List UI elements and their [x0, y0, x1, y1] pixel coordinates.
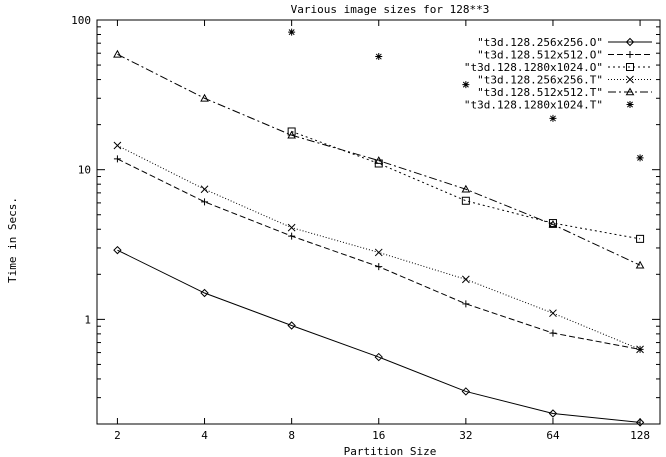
data-point	[462, 81, 470, 89]
data-point	[462, 300, 470, 308]
x-tick-label: 16	[372, 429, 385, 442]
data-point	[635, 418, 645, 427]
legend-label: "t3d.128.256x256.O"	[477, 36, 603, 49]
data-point	[200, 93, 209, 102]
legend-label: "t3d.128.256x256.T"	[477, 74, 603, 87]
data-point	[287, 321, 296, 330]
data-point	[375, 263, 383, 271]
data-point	[287, 223, 296, 232]
data-point	[635, 260, 645, 269]
series-line	[291, 131, 641, 240]
x-tick-label: 64	[546, 429, 560, 442]
series-4	[113, 141, 644, 354]
data-point	[549, 329, 557, 337]
legend-entry: "t3d.128.256x256.T"	[477, 74, 652, 87]
data-point	[549, 309, 557, 318]
series-6	[288, 28, 644, 162]
legend-swatch-marker	[625, 87, 635, 96]
data-point	[200, 185, 209, 194]
data-point	[288, 28, 296, 36]
data-point	[548, 409, 558, 418]
data-point	[200, 288, 209, 298]
x-tick-label: 8	[288, 429, 295, 442]
data-point	[113, 49, 122, 58]
legend-swatch-marker	[626, 63, 634, 71]
series-5	[113, 49, 645, 269]
data-point	[113, 155, 121, 163]
series-line	[117, 158, 641, 350]
data-point	[461, 196, 470, 205]
x-tick-label: 128	[630, 429, 650, 442]
data-point	[461, 387, 471, 396]
data-point	[636, 345, 644, 354]
series-1	[113, 245, 645, 427]
data-point	[113, 245, 122, 255]
chart-title: Various image sizes for 128**3	[291, 3, 490, 16]
data-point	[374, 352, 383, 362]
data-point	[461, 184, 471, 193]
data-point	[549, 114, 557, 122]
data-point	[636, 154, 644, 162]
data-point	[288, 232, 296, 240]
y-tick-label: 100	[71, 14, 91, 27]
x-tick-label: 2	[114, 429, 121, 442]
legend-swatch-marker	[626, 51, 634, 58]
data-point	[374, 156, 384, 164]
data-point	[113, 141, 122, 150]
series-line	[117, 145, 641, 350]
data-point	[548, 220, 558, 228]
data-point	[201, 198, 209, 206]
legend-entry: "t3d.128.256x256.O"	[477, 36, 652, 49]
legend-entry: "t3d.128.1280x1024.O"	[464, 61, 652, 74]
y-tick-label: 10	[78, 164, 91, 177]
legend-label: "t3d.128.512x512.O"	[477, 49, 603, 62]
legend-entry: "t3d.128.512x512.O"	[477, 49, 652, 62]
data-point	[374, 248, 383, 257]
legend-swatch-marker	[625, 37, 635, 47]
legend-label: "t3d.128.512x512.T"	[477, 86, 603, 99]
x-tick-label: 32	[459, 429, 472, 442]
series-line	[117, 53, 641, 266]
plot-area: 2 4 8 16 32 64 128 1 10 100	[71, 14, 661, 442]
data-point	[461, 275, 470, 284]
series-line	[117, 249, 641, 423]
legend-entry: "t3d.128.512x512.T"	[477, 86, 652, 99]
legend-label: "t3d.128.1280x1024.T"	[464, 99, 603, 112]
data-point	[375, 53, 383, 61]
x-axis-label: Partition Size	[344, 445, 437, 457]
y-axis-label: Time in Secs.	[6, 197, 19, 283]
data-point	[636, 234, 645, 243]
legend-swatch-marker	[626, 101, 634, 108]
legend-entry: "t3d.128.1280x1024.T"	[464, 99, 634, 112]
legend-swatch-marker	[626, 75, 634, 84]
legend-label: "t3d.128.1280x1024.O"	[464, 61, 603, 74]
data-point	[287, 130, 296, 139]
series-2	[113, 155, 644, 353]
x-tick-label: 4	[201, 429, 208, 442]
y-tick-label: 1	[84, 313, 91, 326]
legend: "t3d.128.256x256.O""t3d.128.512x512.O""t…	[464, 36, 652, 112]
